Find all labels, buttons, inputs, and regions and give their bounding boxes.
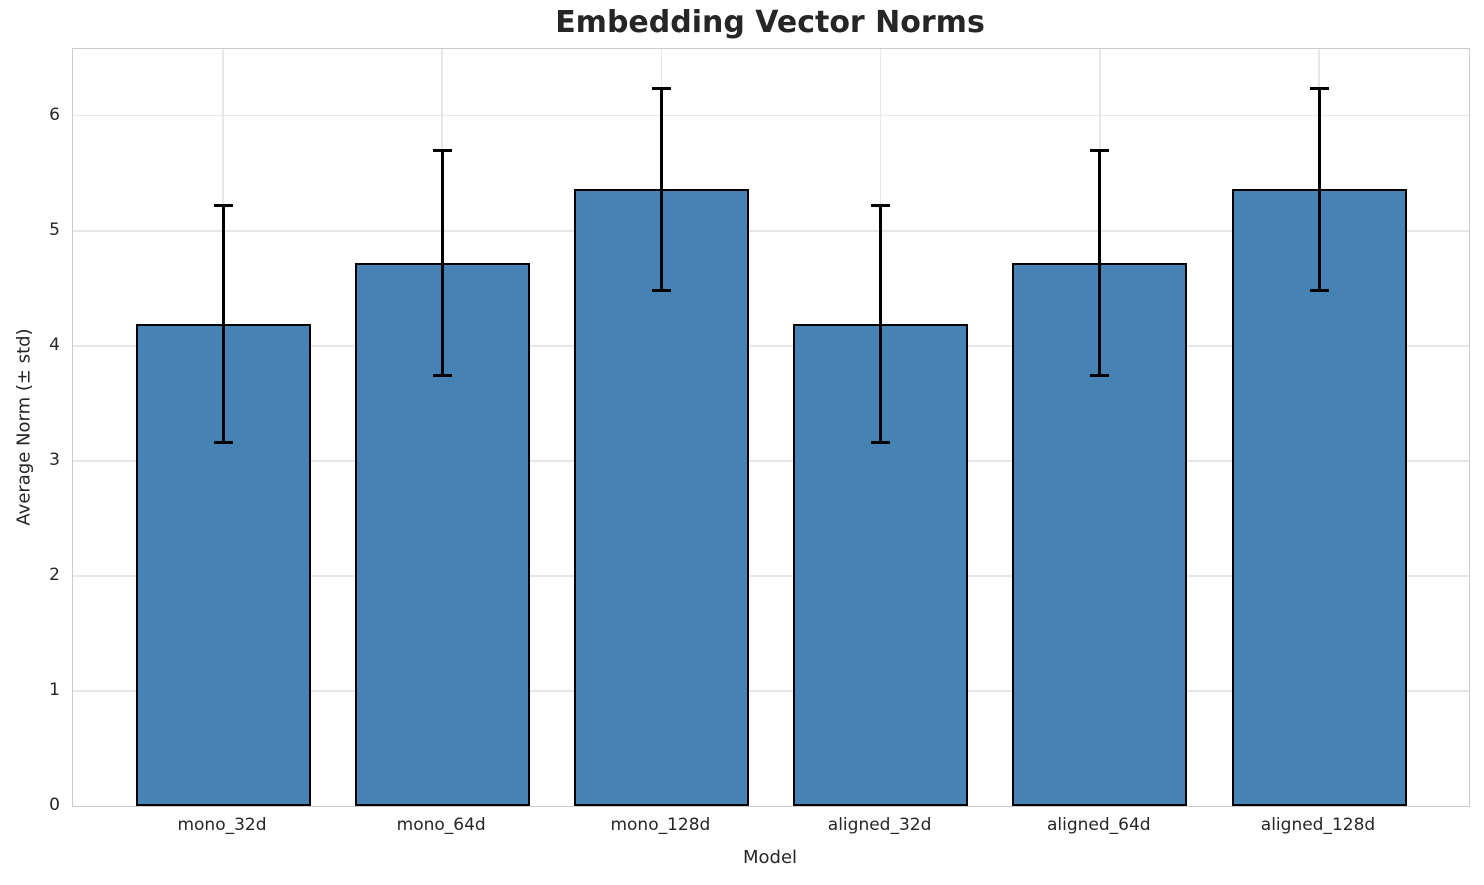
error-bar-line <box>1317 88 1321 291</box>
error-bar-cap-top <box>1090 148 1110 152</box>
bar <box>793 323 969 806</box>
error-bar-cap-top <box>213 203 233 207</box>
y-tick-label: 3 <box>49 449 60 470</box>
y-tick-label: 4 <box>49 334 60 355</box>
error-bar-cap-top <box>1309 86 1329 90</box>
bar <box>1231 189 1407 806</box>
gridline-horizontal <box>73 114 1469 117</box>
gridline-horizontal <box>73 575 1469 577</box>
error-bar-cap-top <box>432 148 452 152</box>
x-tick-label: mono_128d <box>610 815 711 835</box>
error-bar-cap-top <box>651 86 671 90</box>
gridline-horizontal <box>73 460 1469 462</box>
y-tick-label: 2 <box>49 564 60 585</box>
bar <box>573 189 749 806</box>
x-axis-label: Model <box>742 847 798 868</box>
error-bar-cap-bottom <box>1309 289 1329 293</box>
error-bar-line <box>659 88 663 291</box>
error-bar-line <box>440 150 444 376</box>
chart-title: Embedding Vector Norms <box>555 5 985 40</box>
error-bar-cap-top <box>871 203 891 207</box>
y-tick-label: 0 <box>49 795 60 815</box>
gridline-horizontal <box>73 690 1469 692</box>
error-bar-cap-bottom <box>651 289 671 293</box>
error-bar-cap-bottom <box>1090 374 1110 378</box>
gridline-horizontal <box>73 345 1469 347</box>
y-tick-label: 6 <box>49 104 60 125</box>
error-bar-cap-bottom <box>432 374 452 378</box>
x-tick-label: mono_32d <box>177 815 267 835</box>
error-bar-line <box>1098 150 1102 376</box>
y-tick-label: 5 <box>49 219 60 240</box>
gridline-horizontal <box>73 230 1469 232</box>
error-bar-cap-bottom <box>871 440 891 444</box>
error-bar-line <box>879 205 883 443</box>
error-bar-cap-bottom <box>213 440 233 444</box>
error-bar-line <box>221 205 225 443</box>
x-tick-label: mono_64d <box>396 815 486 835</box>
x-tick-label: aligned_32d <box>827 815 932 835</box>
x-tick-label: aligned_64d <box>1046 815 1151 835</box>
plot-area <box>72 48 1470 807</box>
y-axis-label: Average Norm (± std) <box>13 328 35 526</box>
x-tick-label: aligned_128d <box>1260 815 1376 835</box>
y-tick-label: 1 <box>49 679 60 700</box>
